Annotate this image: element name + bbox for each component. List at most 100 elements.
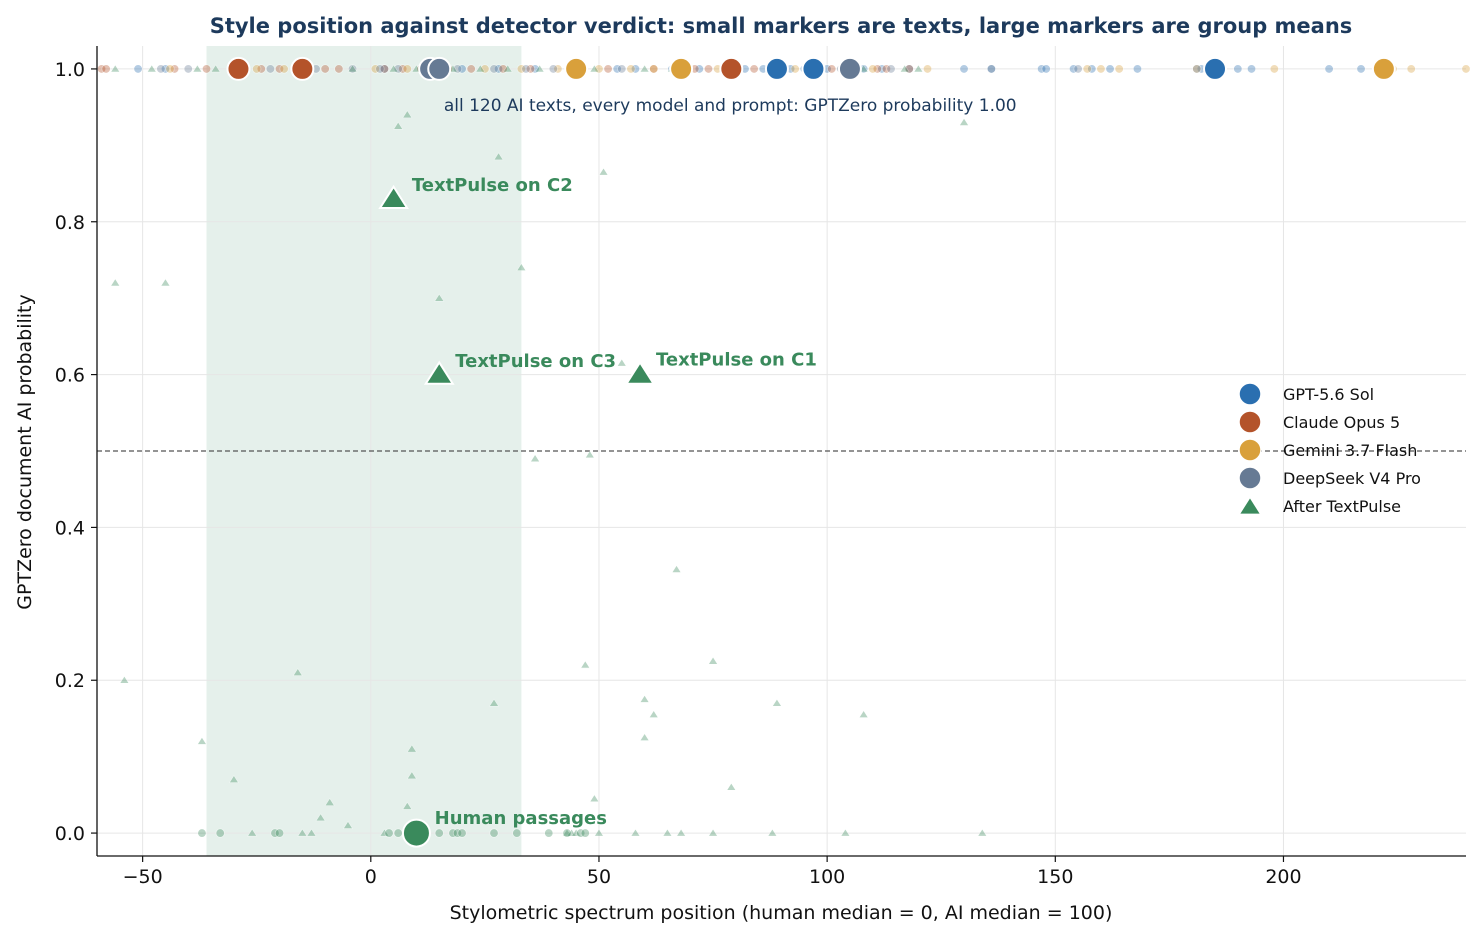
claude-point — [169, 64, 180, 74]
textpulse-point — [958, 117, 970, 126]
y-tick-label: 0.2 — [55, 670, 85, 692]
gpt-mean-marker — [801, 56, 826, 81]
textpulse-point — [707, 656, 719, 665]
human-point — [274, 828, 285, 838]
deepseek-point — [452, 64, 463, 74]
human-point — [197, 828, 207, 838]
gpt-point — [1068, 64, 1079, 74]
y-tick-label: 0.6 — [55, 365, 85, 387]
gemini-point — [790, 64, 800, 74]
claude-mean-marker — [719, 56, 744, 81]
gemini-point — [1406, 64, 1416, 74]
deepseek-point — [548, 64, 559, 74]
textpulse-point — [488, 698, 500, 707]
legend-label: DeepSeek V4 Pro — [1283, 469, 1421, 488]
claude-point — [320, 64, 330, 74]
textpulse-point — [406, 771, 418, 780]
claude-point — [379, 64, 390, 74]
claude-point — [101, 64, 111, 74]
gpt-point — [877, 64, 887, 74]
textpulse-point — [388, 64, 399, 73]
gemini-point — [402, 64, 413, 74]
gemini-point — [626, 64, 636, 74]
gpt-point — [1087, 64, 1097, 74]
textpulse-mean-marker — [423, 360, 455, 385]
claude-point — [881, 64, 892, 74]
textpulse-point — [840, 828, 851, 837]
x-tick-label: −50 — [123, 866, 163, 888]
textpulse-point — [616, 358, 627, 367]
gpt-point — [630, 64, 641, 74]
gemini-point — [279, 64, 289, 74]
textpulse-point — [516, 262, 527, 272]
textpulse-point — [529, 453, 541, 463]
deepseek-point — [1073, 64, 1083, 74]
y-tick-label: 1.0 — [55, 59, 85, 81]
textpulse-point — [771, 698, 783, 707]
gemini-point — [649, 64, 659, 74]
deepseek-point — [265, 64, 276, 74]
gpt-point — [160, 64, 171, 74]
textpulse-point — [247, 828, 258, 837]
textpulse-point — [639, 694, 650, 703]
textpulse-point — [434, 293, 445, 302]
gpt-point — [1233, 64, 1243, 74]
claude-point — [703, 64, 714, 74]
deepseek-mean-marker — [837, 56, 862, 81]
deepseek-point — [393, 64, 403, 74]
textpulse-point — [210, 64, 221, 73]
textpulse-point — [160, 278, 171, 287]
gpt-point — [904, 64, 914, 74]
gpt-point — [1105, 64, 1115, 74]
gpt-point — [1041, 64, 1051, 74]
textpulse-point — [726, 782, 737, 791]
textpulse-point — [493, 152, 504, 161]
human-point — [452, 828, 463, 838]
claude-point — [525, 64, 536, 74]
gpt-point — [1036, 64, 1047, 74]
claude-point — [256, 64, 266, 74]
claude-point — [498, 64, 508, 74]
gpt-point — [1356, 64, 1366, 74]
annotation: all 120 AI texts, every model and prompt… — [444, 96, 1017, 116]
deepseek-point — [489, 64, 499, 74]
textpulse-point — [707, 828, 719, 837]
textpulse-point — [292, 667, 303, 677]
gpt-mean-marker — [764, 56, 789, 81]
claude-point — [274, 64, 285, 74]
textpulse-point — [671, 564, 682, 573]
claude-point — [201, 64, 212, 74]
gpt-point — [133, 64, 143, 74]
textpulse-point — [146, 64, 157, 73]
gpt-point — [694, 64, 705, 74]
deepseek-point — [886, 64, 896, 74]
textpulse-point — [584, 450, 595, 459]
textpulse-mean-marker — [378, 184, 409, 209]
gpt-point — [530, 64, 540, 74]
x-tick-label: 150 — [1037, 866, 1073, 888]
textpulse-point — [580, 660, 591, 669]
textpulse-point — [315, 813, 326, 822]
annotation: TextPulse on C1 — [656, 349, 817, 370]
legend-marker — [1238, 466, 1262, 490]
deepseek-point — [1192, 64, 1202, 74]
gpt-mean-marker — [1203, 56, 1228, 81]
legend-marker — [1237, 495, 1263, 516]
human-mean-marker — [401, 818, 431, 848]
human-point — [544, 828, 554, 838]
human-point — [270, 828, 280, 838]
deepseek-point — [521, 64, 531, 74]
textpulse-point — [675, 828, 687, 837]
textpulse-point — [593, 828, 605, 837]
textpulse-point — [196, 736, 208, 745]
textpulse-point — [589, 64, 600, 73]
gpt-point — [1132, 64, 1143, 74]
annotation: TextPulse on C3 — [455, 351, 616, 372]
claude-point — [749, 64, 759, 74]
chart-title: Style position against detector verdict:… — [210, 14, 1353, 38]
gpt-point — [1246, 64, 1257, 74]
gemini-point — [1192, 64, 1202, 74]
claude-mean-marker — [226, 56, 251, 81]
textpulse-point — [566, 828, 577, 837]
